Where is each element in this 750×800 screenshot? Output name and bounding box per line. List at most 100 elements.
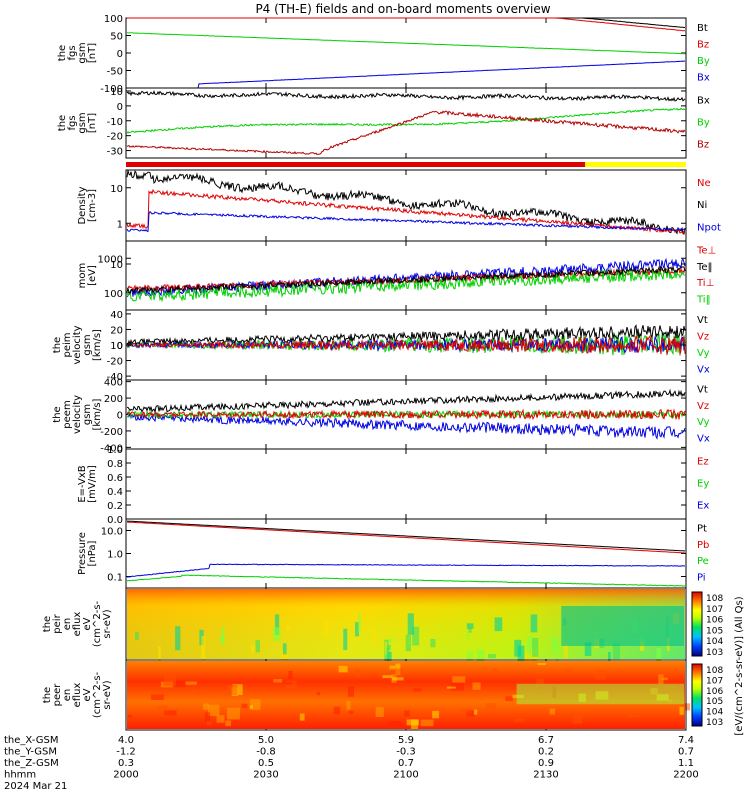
heatmap-cell [473, 709, 478, 715]
y-axis-label: the [42, 616, 53, 632]
x-tick-z: 0.7 [398, 758, 414, 769]
heatmap-cell [164, 710, 177, 716]
colorbar-tick-label: 107 [706, 676, 723, 686]
y-axis-label: peim [62, 332, 73, 357]
y-tick-label: 10.0 [101, 527, 123, 538]
mode-segment-yellow [585, 162, 686, 167]
y-axis-label: [nT] [87, 113, 98, 133]
y-tick-label: 100 [104, 14, 123, 25]
heatmap-cell [516, 683, 684, 705]
legend-Ti⊥: Ti⊥ [696, 278, 714, 289]
colorbar-tick-label: 108 [706, 666, 723, 676]
heatmap-cell [466, 710, 475, 717]
y-tick-label: 10 [110, 87, 123, 98]
y-axis-label: fgs [67, 45, 78, 60]
colorbar-tick-label: 106 [706, 687, 723, 697]
heatmap-cell [612, 642, 621, 660]
legend-Ez: Ez [697, 457, 709, 468]
legend-Ey: Ey [697, 479, 709, 490]
heatmap-cell [282, 643, 287, 655]
heatmap-cell [372, 628, 377, 646]
colorbar-tick-label: 106 [706, 616, 723, 626]
y-axis-label: the [42, 687, 53, 703]
x-row-label: the_Z-GSM [4, 758, 59, 769]
series-Pb [127, 521, 685, 554]
y-axis-label: (cm^2-s- [92, 671, 103, 718]
panel-temperature: 1000 100 mom [eV] Te⊥ Te‖ Ti⊥ Ti‖ [77, 240, 716, 311]
legend-Te⊥: Te⊥ [696, 246, 716, 257]
legend-Pe: Pe [697, 556, 709, 567]
y-axis-label: gsm [82, 334, 93, 355]
heatmap-cell [531, 648, 537, 666]
y-axis-label: (cm^2-s- [92, 600, 103, 647]
heatmap-cell [251, 645, 256, 653]
series-Pi [126, 563, 686, 578]
series-Vx [126, 412, 686, 440]
legend-Bt: Bt [697, 23, 708, 34]
y-tick-label: 0 [117, 102, 123, 113]
heatmap-cell [661, 677, 668, 681]
heatmap-cell [216, 715, 225, 723]
heatmap-cell [174, 680, 186, 688]
x-tick-hhmm: 2100 [393, 770, 418, 781]
x-row-label: the_Y-GSM [4, 747, 57, 758]
heatmap-cell [272, 627, 281, 642]
y-axis-label: en [62, 618, 73, 631]
colorbar-tick-label: 108 [706, 594, 723, 604]
heatmap-cell [446, 686, 456, 689]
legend-Pi: Pi [697, 572, 706, 583]
y-axis-label: gsm [77, 112, 88, 133]
heatmap-cell [225, 720, 231, 727]
series-By [126, 107, 686, 134]
heatmap-cell [467, 651, 474, 661]
heatmap-cell [561, 606, 684, 646]
y-tick-label: 1.0 [107, 550, 123, 561]
heatmap-cell [472, 682, 481, 690]
legend-Vz: Vz [697, 331, 709, 342]
plot-title: P4 (TH-E) fields and on-board moments ov… [255, 2, 550, 16]
legend-Ti‖: Ti‖ [696, 294, 711, 305]
x-tick-x: 5.9 [398, 735, 414, 746]
legend-Bx: Bx [697, 96, 710, 107]
y-axis-label: mom [77, 263, 88, 289]
y-tick-label: 0.6 [107, 473, 123, 484]
y-tick-label: 10 [110, 260, 123, 271]
heatmap-cell [679, 706, 684, 715]
heatmap-cell [348, 710, 354, 714]
heatmap-cell [221, 626, 225, 645]
heatmap-cell [492, 668, 498, 673]
heatmap-cell [595, 669, 607, 680]
heatmap-cell [466, 623, 474, 629]
heatmap-cell [388, 638, 393, 643]
heatmap-cell [158, 646, 161, 664]
heatmap-cell [628, 714, 641, 718]
heatmap-cell [615, 670, 623, 674]
y-tick-label: -20 [107, 357, 123, 368]
y-axis-label: eflux [72, 612, 83, 637]
heatmap-cell [452, 676, 466, 683]
heatmap-cell [563, 668, 572, 674]
heatmap-cell [333, 706, 341, 715]
colorbar-tick-label: 105 [706, 697, 723, 707]
y-tick-label: 200 [104, 394, 123, 405]
y-axis-label: peer [52, 683, 63, 707]
heatmap-cell [476, 649, 485, 663]
heatmap-cell [584, 642, 592, 657]
x-tick-hhmm: 2030 [253, 770, 278, 781]
panel-pressure: 10.0 1.0 0.1 Pressure [nPa] Pt Pb Pe Pi [77, 518, 709, 589]
legend-Bx: Bx [697, 72, 710, 83]
panel-density: 10 1 Density [cm-3] Ne Ni Npot [77, 169, 721, 242]
heatmap-cell [488, 654, 496, 659]
legend-Vx: Vx [697, 433, 710, 444]
colorbar-tick-label: 105 [706, 626, 723, 636]
heatmap-cell [468, 628, 472, 633]
heatmap-cell [255, 640, 260, 653]
heatmap-cell [203, 703, 209, 710]
panel-efield: 1.0 0.8 0.6 0.4 0.2 0.0 E=-VxB [mV/m] Ez Ey Ex [77, 445, 709, 526]
y-tick-label: 0.1 [107, 573, 123, 584]
legend-Vt: Vt [697, 315, 708, 326]
heatmap-cell [197, 691, 206, 695]
